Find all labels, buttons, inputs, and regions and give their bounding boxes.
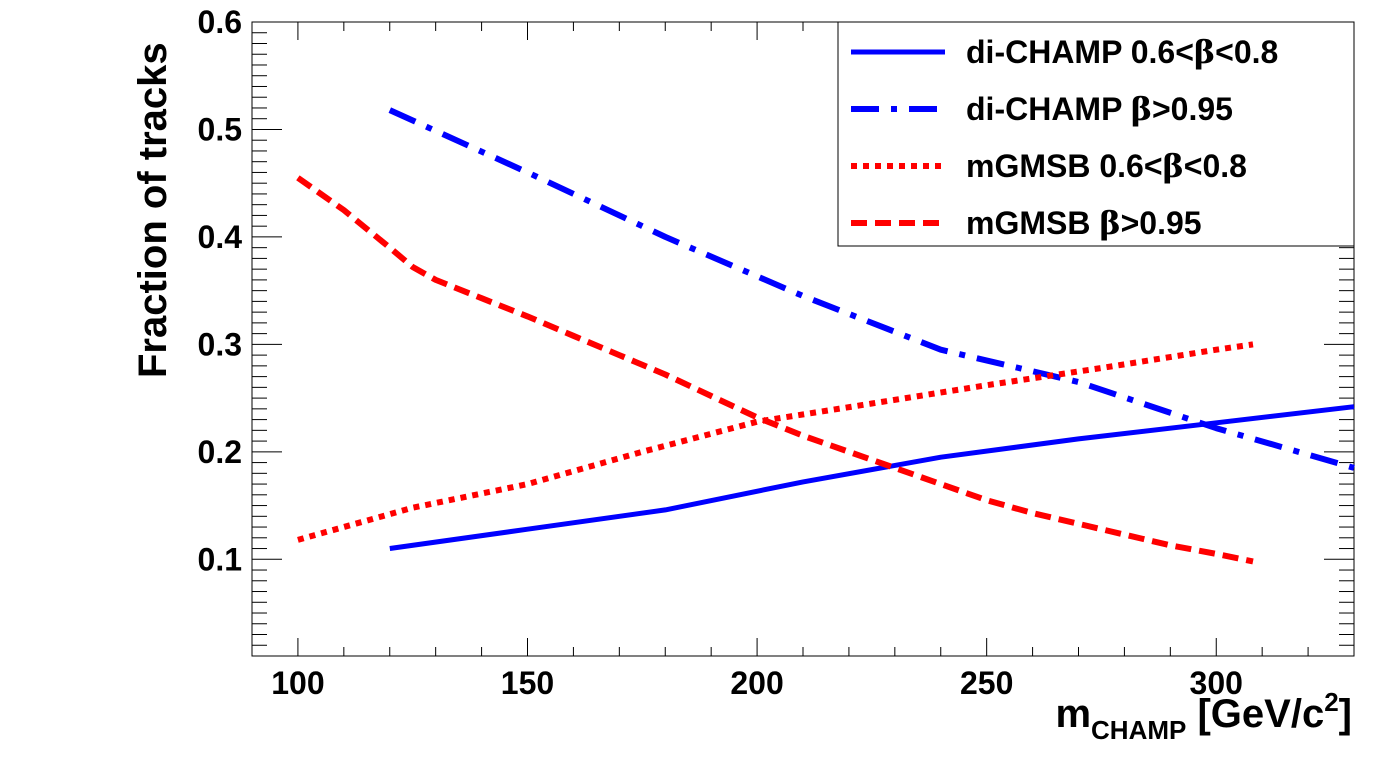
series-line-4 <box>296 175 1254 565</box>
y-tick-label: 0.4 <box>198 219 243 255</box>
series-line-2 <box>388 107 1355 471</box>
series-layer <box>296 107 1355 565</box>
legend-label-3: mGMSB 0.6<β<0.8 <box>966 147 1247 185</box>
legend-box <box>837 21 1355 247</box>
series-line-1 <box>389 404 1355 551</box>
tick-labels: 100 150 200 250 300 0.1 0.2 0.3 0.4 0.5 0.6 <box>198 4 1243 701</box>
legend-label-1: di-CHAMP 0.6<β<0.8 <box>966 33 1278 71</box>
y-tick-label: 0.3 <box>198 326 242 362</box>
y-tick-label: 0.2 <box>198 434 242 470</box>
x-axis-title-main: m <box>1055 692 1091 736</box>
x-tick-label: 300 <box>1190 665 1243 701</box>
x-tick-label: 100 <box>271 665 324 701</box>
x-axis-title: mCHAMP [GeV/c2] <box>1055 687 1352 745</box>
x-axis-title-sub: CHAMP <box>1091 715 1186 745</box>
series-line-3 <box>297 341 1254 543</box>
y-tick-label: 0.1 <box>198 541 242 577</box>
y-tick-label: 0.5 <box>198 111 242 147</box>
x-axis-title-unit-sup: 2 <box>1324 687 1338 717</box>
x-axis-title-unit: [GeV/c <box>1186 692 1324 736</box>
x-tick-label: 250 <box>960 665 1013 701</box>
y-tick-label: 0.6 <box>198 4 242 40</box>
legend: di-CHAMP 0.6<β<0.8 di-CHAMP β>0.95 mGMSB 0… <box>837 21 1355 247</box>
x-tick-label: 150 <box>501 665 554 701</box>
y-axis-title: Fraction of tracks <box>131 42 175 378</box>
x-axis-title-unit-close: ] <box>1339 692 1352 736</box>
legend-label-4: mGMSB β>0.95 <box>966 204 1202 242</box>
x-tick-label: 200 <box>730 665 783 701</box>
legend-label-2: di-CHAMP β>0.95 <box>966 90 1233 128</box>
